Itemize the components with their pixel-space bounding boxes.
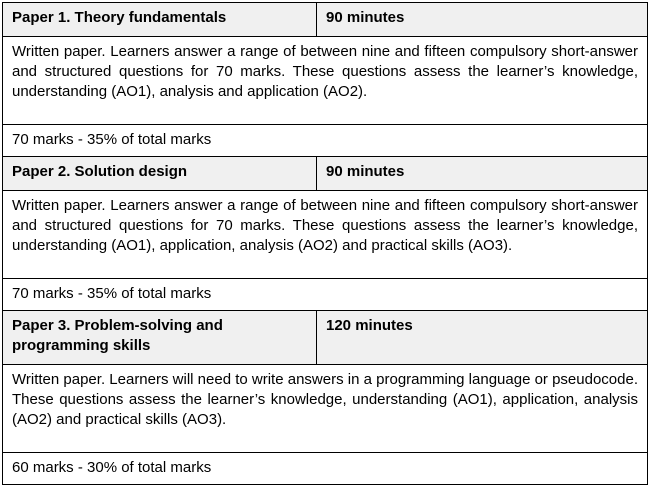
paper-1-header-row: Paper 1. Theory fundamentals 90 minutes: [2, 2, 648, 37]
paper-2-description: Written paper. Learners answer a range o…: [2, 190, 648, 279]
paper-3-marks: 60 marks - 30% of total marks: [2, 452, 648, 485]
paper-2-duration: 90 minutes: [316, 156, 648, 191]
paper-1-marks: 70 marks - 35% of total marks: [2, 124, 648, 157]
paper-3-header-row: Paper 3. Problem-solving and programming…: [2, 310, 648, 365]
paper-2-header-row: Paper 2. Solution design 90 minutes: [2, 156, 648, 191]
paper-3-duration: 120 minutes: [316, 310, 648, 365]
paper-3-title: Paper 3. Problem-solving and programming…: [2, 310, 317, 365]
paper-1-title: Paper 1. Theory fundamentals: [2, 2, 317, 37]
paper-1-marks-row: 70 marks - 35% of total marks: [2, 124, 648, 157]
paper-2-marks: 70 marks - 35% of total marks: [2, 278, 648, 311]
paper-2-marks-row: 70 marks - 35% of total marks: [2, 278, 648, 311]
paper-3-description-row: Written paper. Learners will need to wri…: [2, 364, 648, 453]
paper-1-description-row: Written paper. Learners answer a range o…: [2, 36, 648, 125]
paper-1-duration: 90 minutes: [316, 2, 648, 37]
paper-3-description: Written paper. Learners will need to wri…: [2, 364, 648, 453]
paper-1-description: Written paper. Learners answer a range o…: [2, 36, 648, 125]
paper-2-title: Paper 2. Solution design: [2, 156, 317, 191]
paper-3-marks-row: 60 marks - 30% of total marks: [2, 452, 648, 485]
paper-2-description-row: Written paper. Learners answer a range o…: [2, 190, 648, 279]
